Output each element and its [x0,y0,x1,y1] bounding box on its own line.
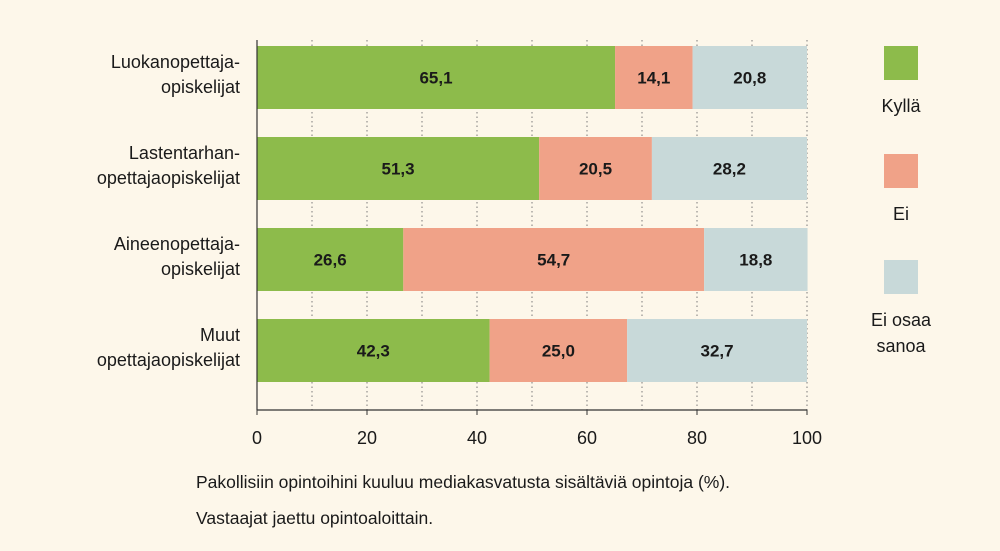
legend-label: Kyllä [881,96,921,116]
bar-segment-2 [489,319,628,382]
category-label: opettajaopiskelijat [97,168,240,188]
bar-segment-2 [615,46,693,109]
bar-segment-3 [704,228,808,291]
category-label: Aineenopettaja- [114,234,240,254]
x-tick-label: 0 [252,428,262,448]
data-label: 28,2 [713,160,746,179]
bar-segment-3 [692,46,807,109]
bar-segment-2 [403,228,705,291]
bar-segment-3 [627,319,807,382]
legend-label: sanoa [876,336,926,356]
category-label: Muut [200,325,240,345]
data-label: 51,3 [382,160,415,179]
x-tick-label: 20 [357,428,377,448]
category-label: opettajaopiskelijat [97,350,240,370]
data-label: 18,8 [739,251,772,270]
bar-segment-1 [257,228,404,291]
bar-segment-1 [257,137,540,200]
chart-caption-line-2: Vastaajat jaettu opintoaloittain. [196,508,434,528]
data-label: 25,0 [542,342,575,361]
category-label: Luokanopettaja- [111,52,240,72]
category-label: opiskelijat [161,259,240,279]
data-label: 32,7 [701,342,734,361]
data-label: 54,7 [537,251,570,270]
legend-label: Ei [893,204,909,224]
data-label: 42,3 [357,342,390,361]
legend-swatch-2 [884,154,918,188]
chart-caption-line-1: Pakollisiin opintoihini kuuluu mediakasv… [196,472,731,492]
legend-swatch-1 [884,46,918,80]
data-label: 14,1 [637,69,670,88]
data-label: 26,6 [314,251,347,270]
legend-label: Ei osaa [871,310,932,330]
legend-swatch-3 [884,260,918,294]
data-label: 20,5 [579,160,612,179]
x-tick-label: 40 [467,428,487,448]
bar-segment-2 [539,137,652,200]
x-tick-label: 60 [577,428,597,448]
category-label: Lastentarhan- [129,143,240,163]
x-tick-label: 100 [792,428,822,448]
data-label: 65,1 [419,69,452,88]
x-tick-label: 80 [687,428,707,448]
data-label: 20,8 [733,69,766,88]
bar-segment-3 [651,137,807,200]
bar-segment-1 [257,46,616,109]
category-label: opiskelijat [161,77,240,97]
bar-segment-1 [257,319,490,382]
